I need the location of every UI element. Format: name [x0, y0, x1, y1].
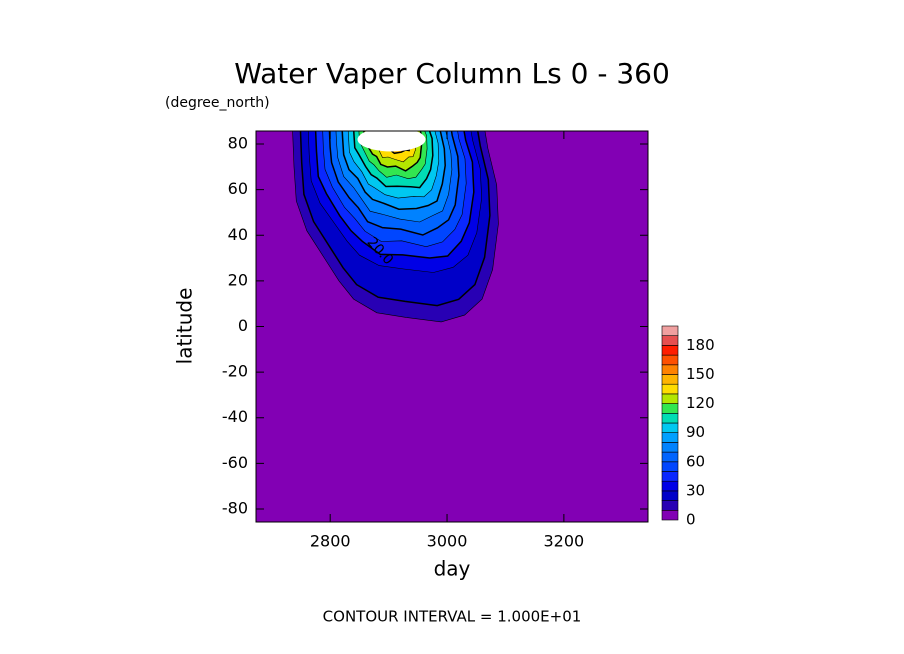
x-tick-label: 2800 [310, 532, 351, 551]
colorbar-box [661, 490, 679, 501]
y-tick-label: 0 [238, 316, 248, 335]
contour-band [386, 115, 398, 129]
colorbar-box [661, 412, 679, 424]
colorbar-label: 180 [686, 336, 715, 354]
y-tick-label: 60 [228, 179, 248, 198]
colorbar-box [661, 393, 679, 404]
y-tick-label: -80 [222, 498, 248, 517]
annotation: CONTOUR INTERVAL = 1.000E+01 [323, 608, 582, 626]
y-tick-label: 20 [228, 270, 248, 289]
colorbar-box [661, 451, 679, 463]
colorbar-box [661, 461, 679, 472]
colorbar-box [661, 480, 679, 492]
colorbar-box [661, 403, 679, 414]
y-tick-label: 80 [228, 134, 248, 153]
colorbar-box [661, 500, 679, 511]
contour-band [388, 115, 396, 125]
plot-area: 20.0 [256, 115, 648, 522]
colorbar-box [661, 335, 679, 346]
out-of-range [357, 131, 426, 152]
colorbar-label: 0 [686, 511, 696, 529]
x-tick-label: 3200 [544, 532, 585, 551]
colorbar-box [661, 364, 679, 375]
colorbar-box [661, 432, 679, 443]
colorbar-box [661, 471, 679, 482]
units-label: (degree_north) [165, 95, 270, 111]
colorbar-box [661, 374, 679, 385]
colorbar-box [661, 442, 679, 453]
y-tick-label: -40 [222, 407, 248, 426]
colorbar-label: 120 [686, 394, 715, 412]
colorbar-box [661, 325, 679, 336]
y-tick-label: -60 [222, 453, 248, 472]
colorbar-box [661, 422, 679, 433]
x-tick-label: 3000 [427, 532, 468, 551]
colorbar-label: 150 [686, 365, 715, 383]
colorbar-box [661, 345, 679, 356]
colorbar-box [661, 354, 679, 366]
colorbar-box [661, 383, 679, 395]
colorbar-label: 90 [686, 423, 705, 441]
y-axis-label: latitude [173, 288, 197, 365]
colorbar-box [661, 509, 679, 521]
y-tick-label: 40 [228, 225, 248, 244]
y-tick-label: -20 [222, 362, 248, 381]
chart-title: Water Vaper Column Ls 0 - 360 [234, 57, 670, 90]
colorbar-label: 30 [686, 481, 705, 499]
colorbar-label: 60 [686, 452, 705, 470]
x-axis-label: day [434, 557, 471, 581]
